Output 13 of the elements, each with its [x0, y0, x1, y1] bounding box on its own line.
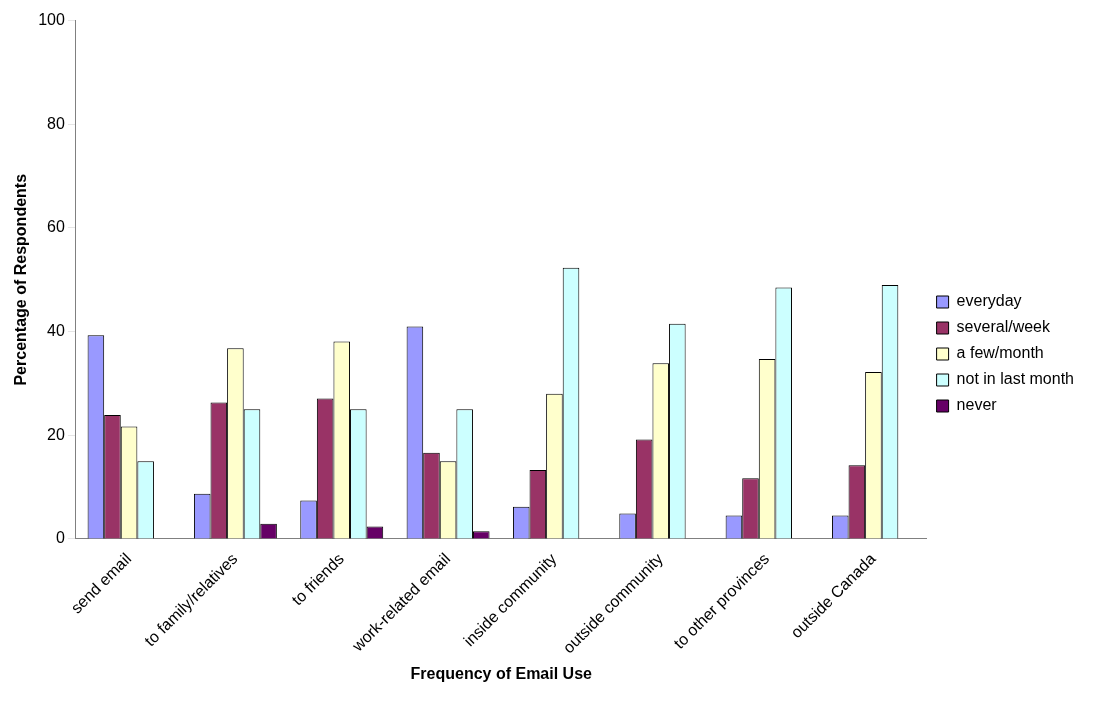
- x-axis-title: Frequency of Email Use: [410, 664, 593, 682]
- legend-label: several/week: [956, 318, 1051, 336]
- y-tick-label: 40: [47, 321, 65, 339]
- y-tick-label: 0: [55, 529, 65, 547]
- y-tick-label: 100: [38, 11, 65, 29]
- y-tick-label: 60: [47, 218, 65, 236]
- legend-label: everyday: [956, 292, 1022, 310]
- legend-label: a few/month: [956, 344, 1044, 362]
- legend-label: not in last month: [956, 370, 1075, 388]
- legend-label: never: [956, 396, 998, 414]
- y-tick-label: 20: [47, 425, 65, 443]
- y-tick-label: 80: [47, 114, 65, 132]
- y-axis-title: Percentage of Respondents: [12, 173, 30, 386]
